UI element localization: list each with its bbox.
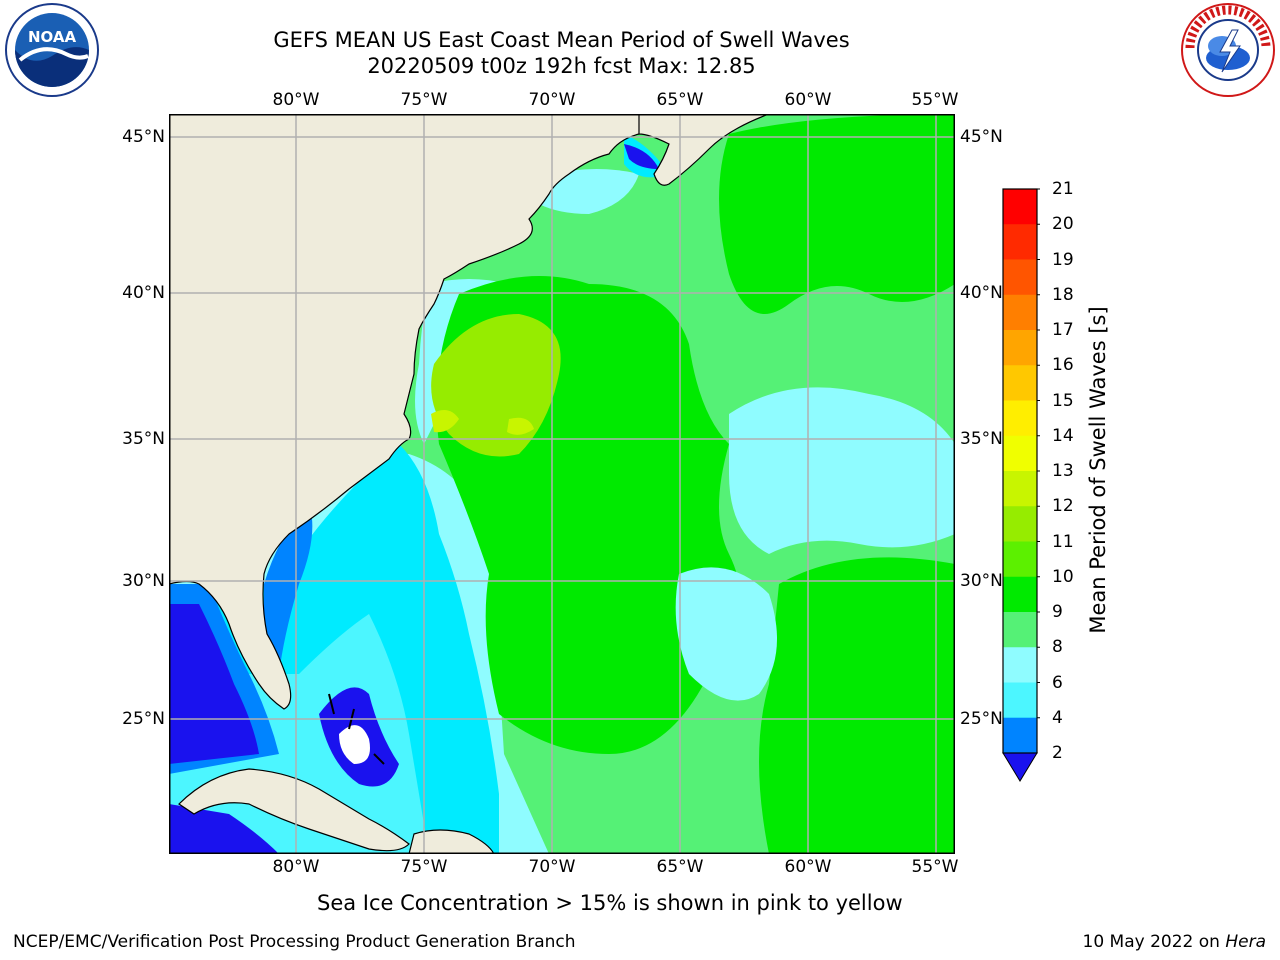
yellow-core-2 [507,417,534,435]
colorbar-tick-label: 19 [1052,249,1074,270]
lat-label-right-40n: 40°N [960,283,1003,303]
lat-label-left-25n: 25°N [122,709,165,729]
lightcyan-zone-east [729,387,955,554]
colorbar-cell [1003,189,1037,225]
bay-of-fundy-blue [624,144,659,169]
lat-label-left-30n: 30°N [122,571,165,591]
noaa-logo-text: NOAA [28,28,77,46]
colorbar-tick-label: 17 [1052,320,1074,340]
lon-label-top-80w: 80°W [272,90,320,110]
colorbar-tick-label: 10 [1052,566,1074,587]
footer-machine: Hera [1225,932,1266,952]
colorbar [1002,188,1040,782]
lat-label-right-35n: 35°N [960,429,1003,449]
lon-label-bottom-80w: 80°W [272,857,320,877]
land-cuba [178,768,410,852]
lon-label-bottom-55w: 55°W [911,857,959,877]
colorbar-tick-label: 2 [1052,743,1063,763]
colorbar-tick-label: 15 [1052,390,1074,411]
colorbar-tick-label: 13 [1052,461,1074,481]
chart-title: GEFS MEAN US East Coast Mean Period of S… [273,28,850,52]
colorbar-cell [1003,365,1037,401]
lat-label-left-35n: 35°N [122,429,165,449]
land-hispaniola [408,829,495,854]
footer-date: 10 May 2022 on Hera [1083,932,1267,952]
colorbar-tick-label: 4 [1052,707,1063,728]
yellow-core-1 [431,410,459,433]
lat-label-right-45n: 45°N [960,127,1003,147]
colorbar-tick-label: 8 [1052,637,1063,658]
colorbar-cell [1003,647,1037,683]
colorbar-cell [1003,224,1037,260]
colorbar-cell [1003,506,1037,542]
colorbar-cell [1003,259,1037,296]
sea-ice-note: Sea Ice Concentration > 15% is shown in … [317,891,903,915]
lon-label-bottom-75w: 75°W [400,857,448,877]
colorbar-cell [1003,682,1037,719]
chart-subtitle: 20220509 t00z 192h fcst Max: 12.85 [367,54,756,78]
colorbar-tick-label: 12 [1052,496,1074,517]
colorbar-label: Mean Period of Swell Waves [s] [1086,306,1110,634]
lightcyan-zone-southeast [675,567,777,701]
footer-credit: NCEP/EMC/Verification Post Processing Pr… [13,932,576,952]
lat-label-right-25n: 25°N [960,709,1003,729]
colorbar-tick-label: 20 [1052,214,1074,235]
footer-date-text: 10 May 2022 on [1082,932,1226,952]
lon-label-top-55w: 55°W [911,90,959,110]
land-north-america [169,114,645,710]
land-maritimes [638,114,770,186]
colorbar-tick-label: 14 [1052,425,1074,446]
lon-label-top-65w: 65°W [656,90,704,110]
lon-label-top-75w: 75°W [400,90,448,110]
colorbar-cell [1003,330,1037,366]
darkblue-gulf-zone [169,604,259,764]
lon-label-top-60w: 60°W [784,90,832,110]
colorbar-tick-label: 16 [1052,355,1074,376]
caribbean-darkblue [169,804,279,854]
bahamas-white [339,725,370,764]
lon-label-bottom-70w: 70°W [528,857,576,877]
colorbar-tick-label: 11 [1052,531,1074,552]
lon-label-top-70w: 70°W [528,90,576,110]
lat-label-left-45n: 45°N [122,127,165,147]
colorbar-cell [1003,576,1037,613]
lon-label-bottom-60w: 60°W [784,857,832,877]
colorbar-tick-label: 18 [1052,284,1074,305]
colorbar-cell [1003,541,1037,578]
colorbar-cell [1003,612,1037,648]
lon-label-bottom-65w: 65°W [656,857,704,877]
colorbar-cell [1003,717,1037,753]
colorbar-cell [1003,471,1037,507]
lat-label-left-40n: 40°N [122,283,165,303]
colorbar-cell [1003,400,1037,437]
nws-logo [1181,3,1275,97]
gulf-of-maine-zone [539,169,639,214]
colorbar-cell [1003,435,1037,472]
colorbar-tick-label: 9 [1052,602,1063,622]
swell-period-map [169,114,955,854]
colorbar-underflow-triangle [1002,752,1038,782]
blue-coastal-zone [264,504,313,684]
lat-label-right-30n: 30°N [960,571,1003,591]
gridlines [169,114,955,854]
green-zone-northeast [719,114,955,314]
colorbar-cell [1003,294,1037,331]
noaa-logo: NOAA [5,3,99,97]
colorbar-tick-label: 21 [1052,179,1074,199]
green-zone-east [759,557,955,854]
colorbar-tick-label: 6 [1052,672,1063,693]
